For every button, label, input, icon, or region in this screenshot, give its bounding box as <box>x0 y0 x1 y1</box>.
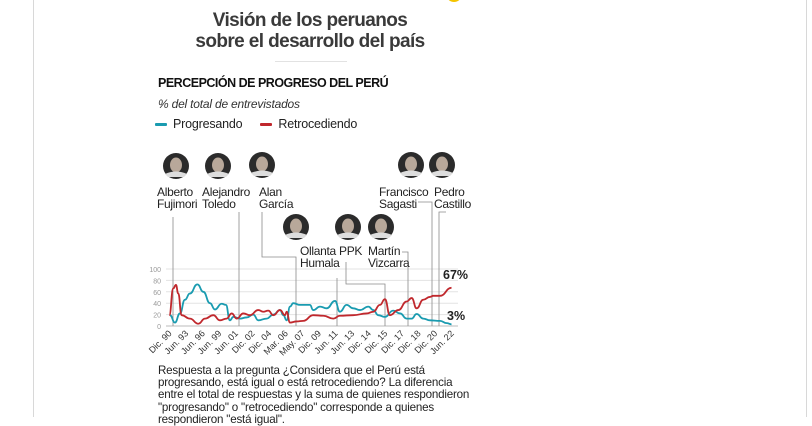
portrait-shoulders <box>370 232 392 238</box>
leader-castillo <box>438 211 446 326</box>
portrait-face <box>342 218 354 234</box>
chart-legend: Progresando Retrocediendo <box>155 117 357 131</box>
portrait-castillo <box>429 152 455 178</box>
end-label-retrocediendo: 67% <box>443 268 469 282</box>
portrait-face <box>212 157 224 173</box>
leader-ppk <box>345 262 386 326</box>
leader-garcia <box>261 212 297 326</box>
y-tick-label: 40 <box>153 301 161 308</box>
y-tick-label: 20 <box>153 313 161 320</box>
portrait-shoulders <box>165 171 187 177</box>
page-right-border <box>806 0 807 417</box>
label-sagasti: Francisco Sagasti <box>379 185 429 211</box>
y-tick-label: 60 <box>153 290 161 297</box>
portrait-vizcarra <box>368 214 394 240</box>
portrait-face <box>290 218 302 234</box>
portrait-face <box>256 156 268 172</box>
label-humala: Ollanta Humala <box>300 244 340 270</box>
series-line-retrocediendo <box>168 284 452 325</box>
portrait-face <box>405 156 417 172</box>
portrait-shoulders <box>285 232 307 238</box>
portrait-humala <box>283 214 309 240</box>
title-line-1: Visión de los peruanos <box>212 10 408 31</box>
legend-swatch-retrocediendo <box>260 122 273 126</box>
title-line-2: sobre el desarrollo del país <box>195 31 425 52</box>
portrait-shoulders <box>251 170 273 176</box>
legend-label-progresando: Progresando <box>173 117 243 131</box>
legend-swatch-progresando <box>155 122 167 126</box>
y-tick-label: 100 <box>149 267 161 274</box>
chart-subtitle: % del total de entrevistados <box>158 97 300 111</box>
series-line-progresando <box>169 283 452 326</box>
accent-dot <box>446 0 462 2</box>
page-title: Visión de los peruanos sobre el desarrol… <box>160 10 460 52</box>
label-garcia: Alan García <box>259 185 294 211</box>
label-toledo: Alejandro Toledo <box>202 185 251 211</box>
portrait-garcia <box>249 152 275 178</box>
end-label-progresando: 3% <box>447 309 466 323</box>
portrait-face <box>436 156 448 172</box>
portrait-shoulders <box>431 170 453 176</box>
page-left-border <box>33 0 34 417</box>
label-fujimori: Alberto Fujimori <box>157 185 198 211</box>
portrait-toledo <box>205 153 231 179</box>
y-tick-label: 80 <box>153 278 161 285</box>
label-castillo: Pedro Castillo <box>434 185 471 211</box>
portrait-fujimori <box>163 153 189 179</box>
leader-sagasti <box>418 201 433 326</box>
title-divider <box>275 61 347 62</box>
chart-title: PERCEPCIÓN DE PROGRESO DEL PERÚ <box>158 76 389 90</box>
portrait-sagasti <box>398 152 424 178</box>
portrait-shoulders <box>400 170 422 176</box>
legend-label-retrocediendo: Retrocediendo <box>278 117 358 131</box>
y-tick-label: 0 <box>157 324 161 331</box>
label-ppk: PPK <box>339 244 363 258</box>
footnote: Respuesta a la pregunta ¿Considera que e… <box>158 364 470 426</box>
portrait-face <box>170 157 182 173</box>
portrait-shoulders <box>337 232 359 238</box>
label-vizcarra: Martín Vizcarra <box>368 244 410 270</box>
portrait-shoulders <box>207 171 229 177</box>
portrait-face <box>375 218 387 234</box>
portrait-ppk <box>335 214 361 240</box>
